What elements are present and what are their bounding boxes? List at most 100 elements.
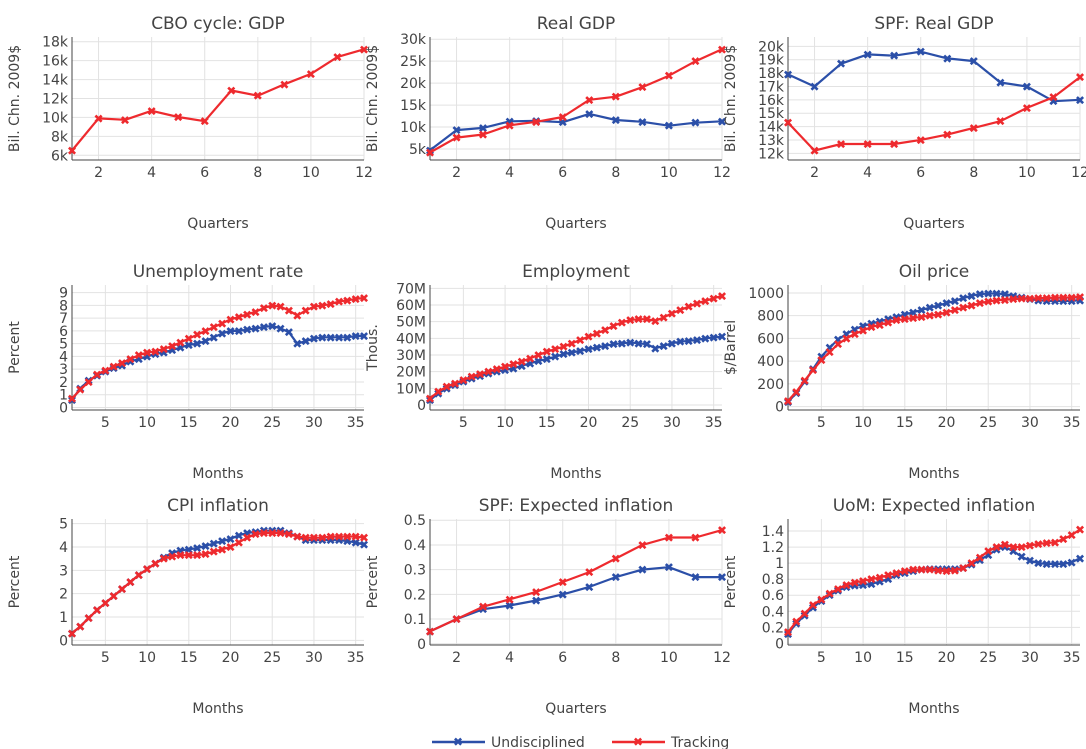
data-point-undisciplined: ✖ (783, 396, 793, 410)
data-point-tracking: ✖ (1075, 71, 1085, 85)
chart-panel-8: 2 4 6 8 10 12 0 0.1 0.2 0.3 0.4 0.5 SPF: Expected in… (365, 496, 731, 717)
data-point-undisciplined: ✖ (150, 347, 160, 361)
data-point-undisciplined: ✖ (200, 539, 210, 553)
x-tick-label: 12 (713, 165, 731, 181)
data-point-undisciplined: ✖ (617, 337, 627, 351)
data-point-undisciplined: ✖ (425, 144, 435, 158)
x-tick-label: 10 (302, 165, 320, 181)
data-point-tracking: ✖ (209, 545, 219, 559)
x-tick-label: 6 (916, 165, 925, 181)
data-point-tracking: ✖ (883, 316, 893, 330)
data-point-undisciplined: ✖ (458, 375, 468, 389)
data-point-tracking: ✖ (1075, 523, 1085, 537)
data-point-tracking: ✖ (505, 119, 515, 133)
data-point-tracking: ✖ (200, 115, 210, 129)
data-point-tracking: ✖ (675, 304, 685, 318)
data-point-undisciplined: ✖ (225, 532, 235, 546)
data-point-tracking: ✖ (442, 380, 452, 394)
data-point-undisciplined: ✖ (969, 55, 979, 69)
x-axis-label: Months (908, 701, 959, 717)
data-point-tracking: ✖ (950, 304, 960, 318)
chart-panel-1: 2 4 6 8 10 12 6k 8k 10k 12k 14k 16k 18k CBO cycle: GD… (7, 14, 373, 232)
data-point-undisciplined: ✖ (109, 361, 119, 375)
chart-title: CBO cycle: GDP (151, 14, 285, 34)
data-point-tracking: ✖ (1050, 291, 1060, 305)
data-point-undisciplined: ✖ (359, 538, 369, 552)
data-point-undisciplined: ✖ (836, 57, 846, 71)
data-point-tracking: ✖ (225, 541, 235, 555)
data-point-tracking: ✖ (850, 576, 860, 590)
y-tick-label: 1000 (748, 286, 784, 302)
data-point-tracking: ✖ (173, 110, 183, 124)
data-point-undisciplined: ✖ (209, 537, 219, 551)
series-line-undisciplined (787, 50, 1081, 103)
x-tick-label: 15 (896, 415, 914, 431)
data-point-tracking: ✖ (292, 309, 302, 323)
data-point-tracking: ✖ (292, 530, 302, 544)
data-point-undisciplined: ✖ (866, 317, 876, 331)
data-point-tracking: ✖ (650, 314, 660, 328)
data-point-undisciplined: ✖ (825, 341, 835, 355)
chart-title: Employment (522, 262, 630, 282)
y-tick-label: 0.8 (762, 572, 784, 588)
data-point-undisciplined: ✖ (592, 341, 602, 355)
data-point-tracking: ✖ (941, 565, 951, 579)
data-point-undisciplined: ✖ (783, 68, 793, 82)
x-tick-label: 10 (496, 415, 514, 431)
data-point-undisciplined: ✖ (664, 119, 674, 133)
y-tick-label: 18k (42, 35, 69, 51)
x-tick-label: 30 (305, 650, 323, 666)
data-point-tracking: ✖ (900, 313, 910, 327)
series-line-undisciplined (787, 545, 1081, 635)
series-line-tracking (429, 529, 723, 633)
x-tick-label: 12 (355, 165, 373, 181)
data-point-undisciplined: ✖ (284, 326, 294, 340)
data-point-undisciplined: ✖ (690, 571, 700, 585)
data-point-undisciplined: ✖ (1000, 541, 1010, 555)
data-point-undisciplined: ✖ (533, 354, 543, 368)
data-point-tracking: ✖ (908, 311, 918, 325)
y-tick-label: 16k (42, 54, 69, 70)
x-tick-label: 25 (979, 415, 997, 431)
data-point-undisciplined: ✖ (611, 114, 621, 128)
data-point-tracking: ✖ (983, 295, 993, 309)
x-tick-label: 2 (94, 165, 103, 181)
data-point-undisciplined: ✖ (916, 45, 926, 59)
data-point-tracking: ✖ (969, 121, 979, 135)
x-tick-label: 10 (660, 165, 678, 181)
data-point-tracking: ✖ (332, 50, 342, 64)
data-point-tracking: ✖ (359, 531, 369, 545)
data-point-tracking: ✖ (342, 294, 352, 308)
data-point-tracking: ✖ (664, 531, 674, 545)
data-point-undisciplined: ✖ (267, 319, 277, 333)
data-point-undisciplined: ✖ (209, 331, 219, 345)
data-point-undisciplined: ✖ (301, 534, 311, 548)
y-tick-label: 5 (59, 337, 68, 353)
y-tick-label: 14k (758, 120, 785, 136)
data-point-undisciplined: ✖ (625, 336, 635, 350)
data-point-undisciplined: ✖ (810, 80, 820, 94)
y-tick-label: 5 (59, 517, 68, 533)
data-point-undisciplined: ✖ (359, 330, 369, 344)
x-tick-label: 10 (1018, 165, 1036, 181)
data-point-tracking: ✖ (700, 294, 710, 308)
data-point-undisciplined: ✖ (808, 601, 818, 615)
series-group: ✖✖✖✖✖✖✖✖✖✖✖✖✖✖✖✖✖✖✖✖✖✖✖✖✖✖✖✖✖✖✖✖✖✖✖✖✖✖✖✖… (67, 291, 369, 407)
data-point-tracking: ✖ (284, 304, 294, 318)
data-point-undisciplined: ✖ (841, 581, 851, 595)
data-point-tracking: ✖ (326, 530, 336, 544)
data-point-tracking: ✖ (125, 576, 135, 590)
x-tick-label: 2 (810, 165, 819, 181)
data-point-undisciplined: ✖ (858, 578, 868, 592)
data-point-undisciplined: ✖ (611, 571, 621, 585)
y-tick-label: 30M (396, 348, 426, 364)
data-point-undisciplined: ✖ (251, 525, 261, 539)
data-point-undisciplined: ✖ (225, 324, 235, 338)
data-point-tracking: ✖ (200, 324, 210, 338)
data-point-tracking: ✖ (783, 394, 793, 408)
data-point-undisciplined: ✖ (983, 549, 993, 563)
series-line-tracking (71, 531, 365, 635)
data-point-undisciplined: ✖ (167, 344, 177, 358)
